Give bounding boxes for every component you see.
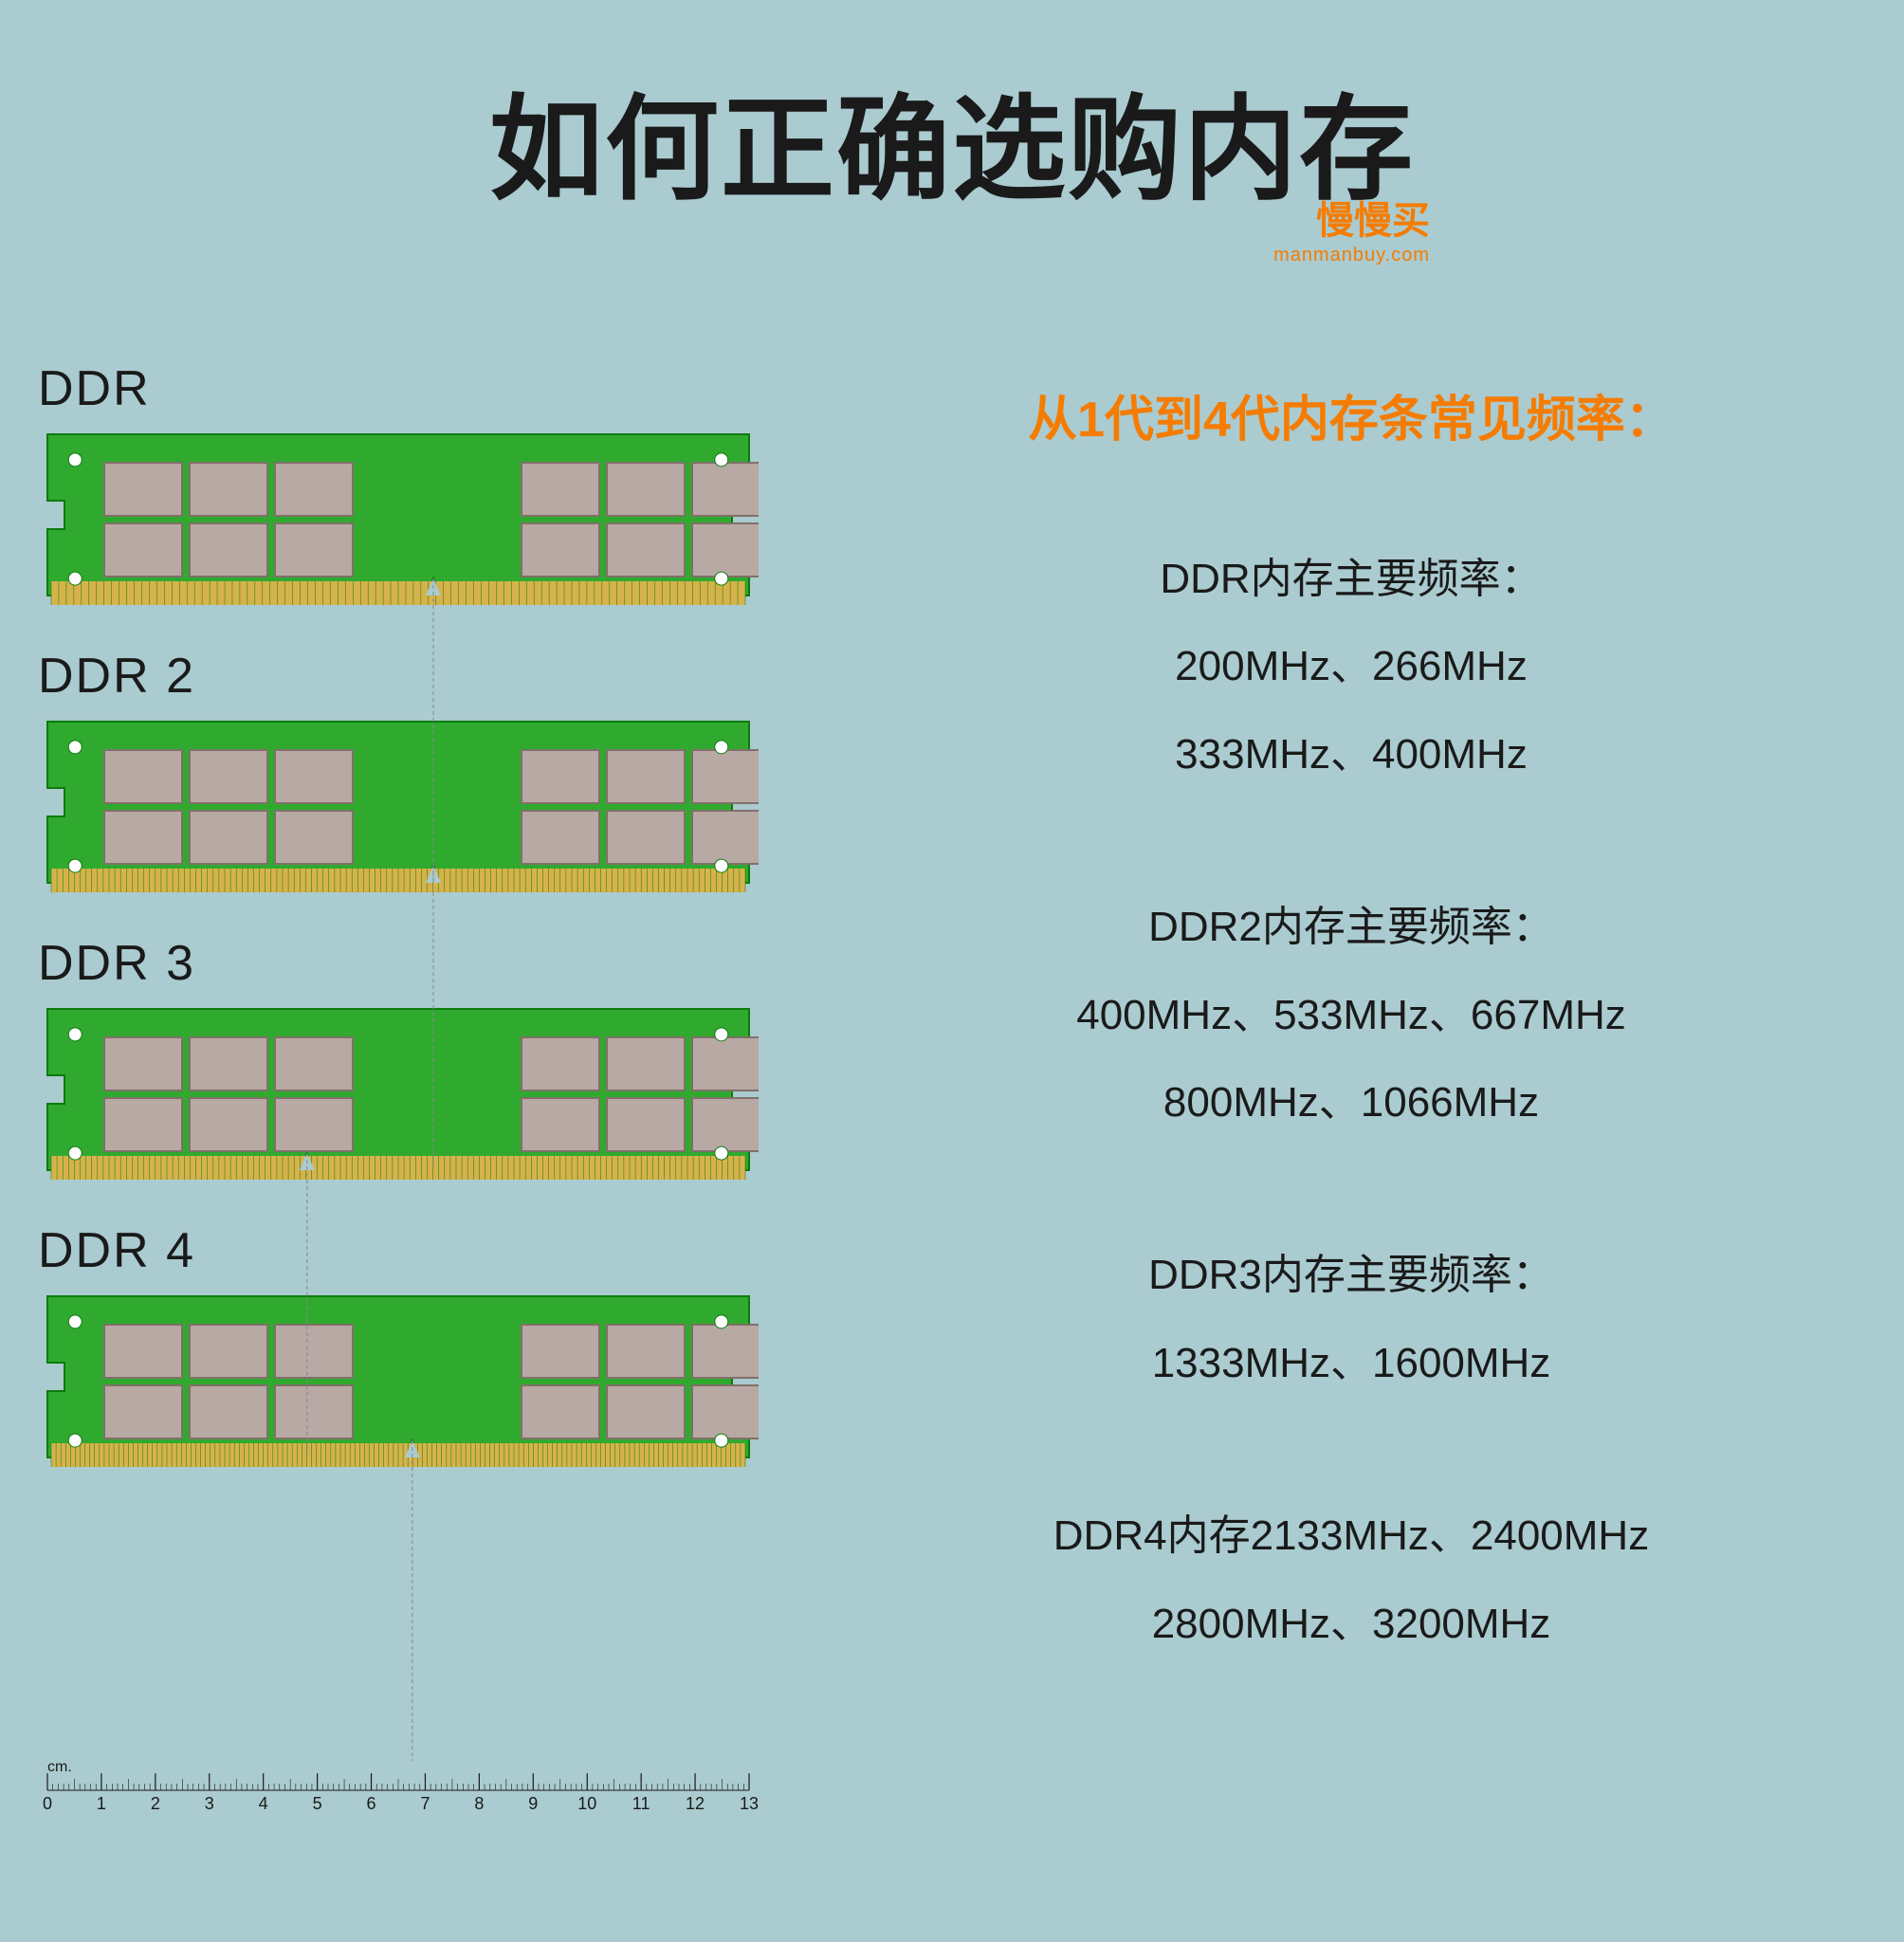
- frequency-group: DDR4内存2133MHz、2400MHz2800MHz、3200MHz: [834, 1493, 1868, 1668]
- frequency-group: DDR3内存主要频率：1333MHz、1600MHz: [834, 1232, 1868, 1407]
- ram-module-illustration: [38, 1287, 759, 1476]
- page-title: 如何正确选购内存: [0, 57, 1904, 222]
- module-label: DDR 2: [38, 648, 759, 705]
- frequency-line: 2800MHz、3200MHz: [834, 1581, 1868, 1668]
- frequency-heading: 从1代到4代内存条常见频率：: [834, 379, 1868, 450]
- svg-text:10: 10: [577, 1794, 596, 1813]
- frequency-line: DDR4内存2133MHz、2400MHz: [834, 1493, 1868, 1580]
- module-label: DDR: [38, 360, 759, 417]
- ram-module-ddr: DDR: [38, 360, 759, 619]
- module-label: DDR 4: [38, 1222, 759, 1279]
- frequency-group: DDR内存主要频率：200MHz、266MHz333MHz、400MHz: [834, 536, 1868, 798]
- frequency-line: 333MHz、400MHz: [834, 711, 1868, 798]
- frequency-line: DDR内存主要频率：: [834, 536, 1868, 623]
- ram-diagram-column: DDR DDR 2 DDR 3 DDR 4: [38, 360, 759, 1510]
- svg-text:5: 5: [313, 1794, 322, 1813]
- ram-module-illustration: [38, 425, 759, 614]
- frequency-line: 1333MHz、1600MHz: [834, 1320, 1868, 1407]
- frequency-line: 800MHz、1066MHz: [834, 1059, 1868, 1146]
- ram-module-illustration: [38, 712, 759, 902]
- svg-text:11: 11: [632, 1794, 650, 1813]
- svg-text:13: 13: [740, 1794, 759, 1813]
- svg-text:0: 0: [43, 1794, 52, 1813]
- frequency-line: DDR2内存主要频率：: [834, 884, 1868, 971]
- svg-text:2: 2: [151, 1794, 160, 1813]
- frequency-line: 400MHz、533MHz、667MHz: [834, 972, 1868, 1059]
- watermark-en: manmanbuy.com: [1273, 245, 1430, 266]
- ram-module-ddr3: DDR 3: [38, 935, 759, 1194]
- ruler: cm.012345678910111213: [38, 1752, 759, 1828]
- frequency-line: DDR3内存主要频率：: [834, 1232, 1868, 1319]
- svg-text:cm.: cm.: [47, 1759, 72, 1775]
- svg-text:12: 12: [686, 1794, 705, 1813]
- svg-text:8: 8: [474, 1794, 484, 1813]
- ram-module-illustration: [38, 999, 759, 1189]
- module-label: DDR 3: [38, 935, 759, 992]
- frequency-group: DDR2内存主要频率：400MHz、533MHz、667MHz800MHz、10…: [834, 884, 1868, 1146]
- frequency-line: 200MHz、266MHz: [834, 623, 1868, 710]
- svg-text:6: 6: [367, 1794, 376, 1813]
- watermark-cn: 慢慢买: [1273, 190, 1430, 245]
- svg-text:3: 3: [205, 1794, 214, 1813]
- svg-text:7: 7: [420, 1794, 430, 1813]
- ram-module-ddr4: DDR 4: [38, 1222, 759, 1481]
- svg-text:9: 9: [528, 1794, 538, 1813]
- ram-module-ddr2: DDR 2: [38, 648, 759, 907]
- watermark: 慢慢买 manmanbuy.com: [1273, 190, 1430, 266]
- svg-text:4: 4: [259, 1794, 268, 1813]
- frequency-info-column: 从1代到4代内存条常见频率： DDR内存主要频率：200MHz、266MHz33…: [834, 379, 1868, 1753]
- svg-text:1: 1: [97, 1794, 106, 1813]
